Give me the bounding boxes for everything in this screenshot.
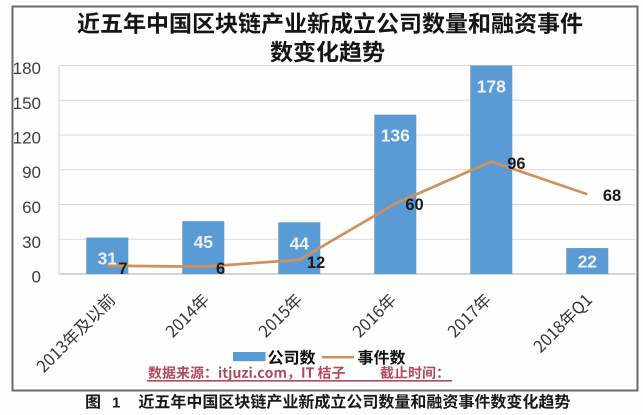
svg-text:31: 31 [98, 249, 118, 269]
svg-text:44: 44 [290, 233, 310, 253]
svg-text:22: 22 [578, 252, 598, 272]
svg-text:178: 178 [477, 77, 506, 97]
svg-text:180: 180 [13, 59, 41, 78]
svg-text:1: 1 [112, 395, 120, 412]
svg-text:12: 12 [307, 254, 325, 272]
svg-text:90: 90 [22, 163, 41, 182]
svg-text:68: 68 [603, 187, 621, 205]
svg-text:6: 6 [216, 260, 225, 278]
svg-text:60: 60 [22, 198, 41, 217]
svg-text:45: 45 [194, 232, 214, 252]
svg-text:0: 0 [32, 268, 41, 287]
svg-text:30: 30 [22, 233, 41, 252]
svg-text:150: 150 [13, 94, 41, 113]
svg-text:7: 7 [118, 260, 127, 278]
svg-text:136: 136 [381, 126, 410, 146]
svg-text:96: 96 [507, 155, 525, 173]
svg-text:120: 120 [13, 129, 41, 148]
svg-text:60: 60 [405, 196, 423, 214]
